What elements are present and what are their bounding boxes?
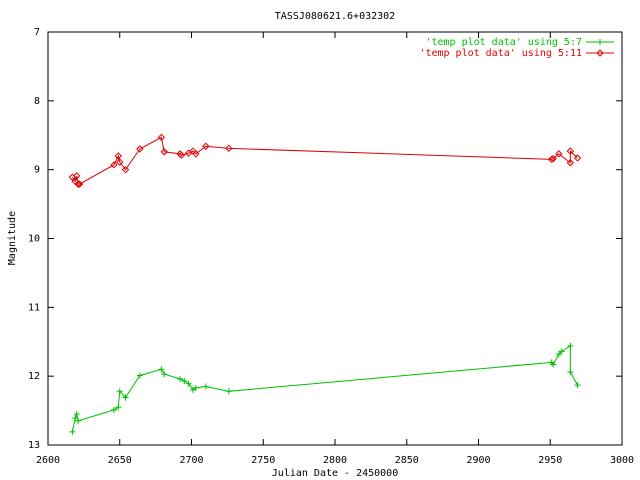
y-tick-label: 10 xyxy=(28,234,40,245)
x-tick-label: 2800 xyxy=(323,455,347,466)
point xyxy=(225,144,233,153)
point xyxy=(567,342,574,349)
point xyxy=(573,154,582,162)
point xyxy=(161,371,168,378)
point xyxy=(115,404,122,411)
point xyxy=(74,180,82,188)
point xyxy=(555,351,562,358)
point xyxy=(181,377,188,384)
point xyxy=(566,159,575,167)
point xyxy=(202,383,209,390)
x-tick-label: 2700 xyxy=(179,455,203,466)
point xyxy=(160,148,168,156)
y-tick-label: 9 xyxy=(34,165,40,176)
x-tick-label: 2650 xyxy=(108,455,132,466)
point xyxy=(136,372,143,379)
plot-frame xyxy=(47,31,623,446)
point xyxy=(121,165,130,174)
point xyxy=(549,154,557,163)
y-tick-label: 8 xyxy=(34,96,40,107)
point xyxy=(114,152,123,160)
x-axis-label: Julian Date - 2450000 xyxy=(272,468,398,479)
point xyxy=(555,150,563,158)
point xyxy=(75,417,82,424)
point xyxy=(72,172,81,180)
point xyxy=(202,142,210,150)
point xyxy=(177,375,184,382)
point xyxy=(75,180,84,188)
legend-label: 'temp plot data' using 5:7 xyxy=(425,37,582,48)
point xyxy=(225,388,232,395)
point xyxy=(110,161,118,169)
point xyxy=(192,384,199,391)
legend-marker xyxy=(596,49,604,57)
x-tick-label: 3000 xyxy=(610,455,634,466)
point xyxy=(157,133,166,142)
point xyxy=(566,147,575,155)
point xyxy=(73,411,80,418)
legend-marker xyxy=(597,39,603,45)
point xyxy=(177,151,186,159)
point xyxy=(69,428,76,435)
point xyxy=(558,348,565,355)
point xyxy=(192,150,200,158)
x-tick-label: 2750 xyxy=(251,455,275,466)
point xyxy=(158,366,165,373)
point xyxy=(136,145,144,153)
series-line xyxy=(71,344,578,433)
y-axis-label: Magnitude xyxy=(7,211,18,265)
point xyxy=(72,415,79,422)
point xyxy=(116,158,124,166)
point xyxy=(547,155,556,164)
point xyxy=(567,369,574,376)
x-tick-label: 2950 xyxy=(538,455,562,466)
y-tick-label: 13 xyxy=(28,440,40,451)
x-tick-label: 2850 xyxy=(395,455,419,466)
point xyxy=(111,406,118,413)
legend-label: 'temp plot data' using 5:11 xyxy=(419,48,582,59)
y-tick-label: 11 xyxy=(28,302,40,313)
y-tick-label: 7 xyxy=(34,27,40,38)
point xyxy=(116,388,123,395)
point xyxy=(122,394,129,401)
point xyxy=(574,382,581,389)
x-tick-label: 2600 xyxy=(36,455,60,466)
y-tick-label: 12 xyxy=(28,371,40,382)
point xyxy=(185,380,192,387)
series-line xyxy=(71,136,578,185)
point xyxy=(550,361,557,368)
x-tick-label: 2900 xyxy=(466,455,490,466)
chart-title: TASSJ080621.6+032302 xyxy=(275,11,395,22)
